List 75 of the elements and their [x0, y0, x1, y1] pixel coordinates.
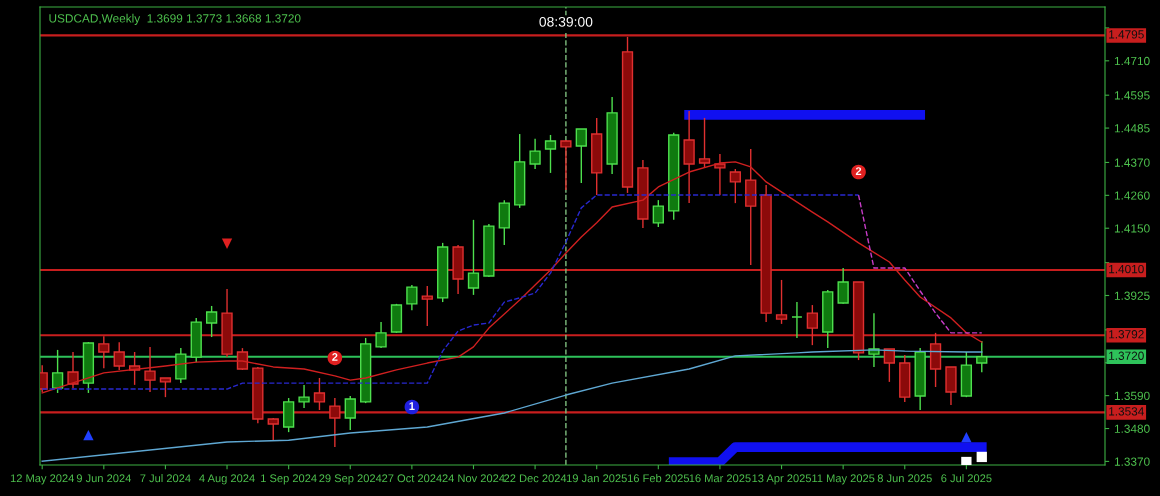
candlestick [529, 138, 541, 170]
point [976, 451, 987, 463]
x-tick-label: 1 Sep 2024 [261, 474, 317, 485]
y-tick-label: 1.3480 [1114, 424, 1150, 433]
x-tick-label: 22 Dec 2024 [504, 474, 567, 483]
x-tick-label: 19 Jan 2025 [566, 474, 627, 483]
candlestick [806, 304, 818, 346]
ref-line-label: 1.3792 [1109, 330, 1144, 339]
candlestick [837, 267, 849, 305]
annotation: 2 [855, 167, 862, 175]
candlestick [775, 279, 788, 325]
x-tick-label: 12 May 2024 [10, 474, 74, 485]
ref-line-label: 1.4795 [1109, 30, 1144, 39]
ref-line-label: 1.3534 [1109, 407, 1144, 416]
y-tick-label: 1.4595 [1114, 91, 1150, 100]
y-tick-label: 1.4150 [1114, 224, 1150, 233]
point [961, 456, 972, 465]
x-tick-label: 7 Jul 2024 [140, 474, 191, 483]
candlestick [791, 301, 803, 339]
point [83, 429, 94, 441]
candlestick [698, 117, 711, 169]
x-tick-label: 24 Nov 2024 [442, 474, 505, 483]
candlestick [113, 341, 125, 371]
candlestick [729, 168, 741, 204]
candlestick [575, 128, 587, 184]
x-tick-label: 9 Jun 2024 [76, 474, 131, 483]
line-series [41, 194, 860, 390]
candlestick [683, 110, 695, 204]
candlestick [298, 384, 310, 409]
candlestick [406, 284, 418, 311]
candlestick [159, 377, 172, 398]
point [221, 238, 233, 249]
x-tick-label: 11 May 2025 [812, 474, 875, 485]
x-tick-label: 6 Jul 2025 [941, 474, 992, 483]
candlestick [98, 335, 110, 369]
y-tick-label: 1.4485 [1114, 124, 1150, 133]
candlestick [375, 321, 387, 349]
ref-line-label: 1.3720 [1109, 351, 1144, 360]
y-tick-label: 1.3370 [1114, 457, 1150, 466]
x-tick-label: 27 Oct 2024 [382, 474, 442, 483]
y-tick-label: 1.3925 [1114, 291, 1150, 300]
ref-line-label: 1.4010 [1109, 264, 1144, 274]
candlestick [344, 395, 356, 431]
x-tick-label: 16 Feb 2025 [627, 474, 690, 483]
candlestick [421, 285, 433, 327]
candlestick [144, 346, 156, 393]
x-tick-label: 13 Apr 2025 [752, 474, 812, 485]
candlestick [267, 417, 279, 441]
ref-line-label: 08:39:00 [539, 16, 593, 27]
candlestick [467, 219, 480, 296]
x-tick-label: 4 Aug 2024 [199, 474, 255, 485]
point [961, 432, 972, 443]
candlestick [544, 134, 557, 174]
y-tick-label: 1.4370 [1114, 158, 1150, 167]
x-tick-label: 29 Sep 2024 [319, 474, 382, 485]
candlestick [67, 351, 79, 389]
candlestick [976, 340, 988, 374]
annotation: 1 [409, 402, 415, 410]
y-tick-label: 1.4710 [1114, 56, 1150, 66]
x-tick-label: 8 Jun 2025 [877, 474, 932, 483]
candlestick [205, 305, 218, 338]
text: USDCAD,Weekly 1.3699 1.3773 1.3668 1.3720 [49, 13, 301, 25]
y-tick-label: 1.3590 [1114, 391, 1150, 401]
candlestick [714, 153, 726, 196]
candlestick [560, 139, 572, 191]
x-tick-label: 16 Mar 2025 [689, 474, 751, 483]
candlestick [883, 348, 896, 383]
line-series [41, 349, 983, 462]
line-series [857, 194, 983, 334]
candlestick [313, 377, 326, 411]
candlestick [51, 349, 64, 394]
annotation: 2 [332, 353, 338, 361]
candlestick [329, 397, 341, 448]
y-tick-label: 1.4260 [1114, 191, 1150, 200]
candlestick [652, 199, 664, 228]
